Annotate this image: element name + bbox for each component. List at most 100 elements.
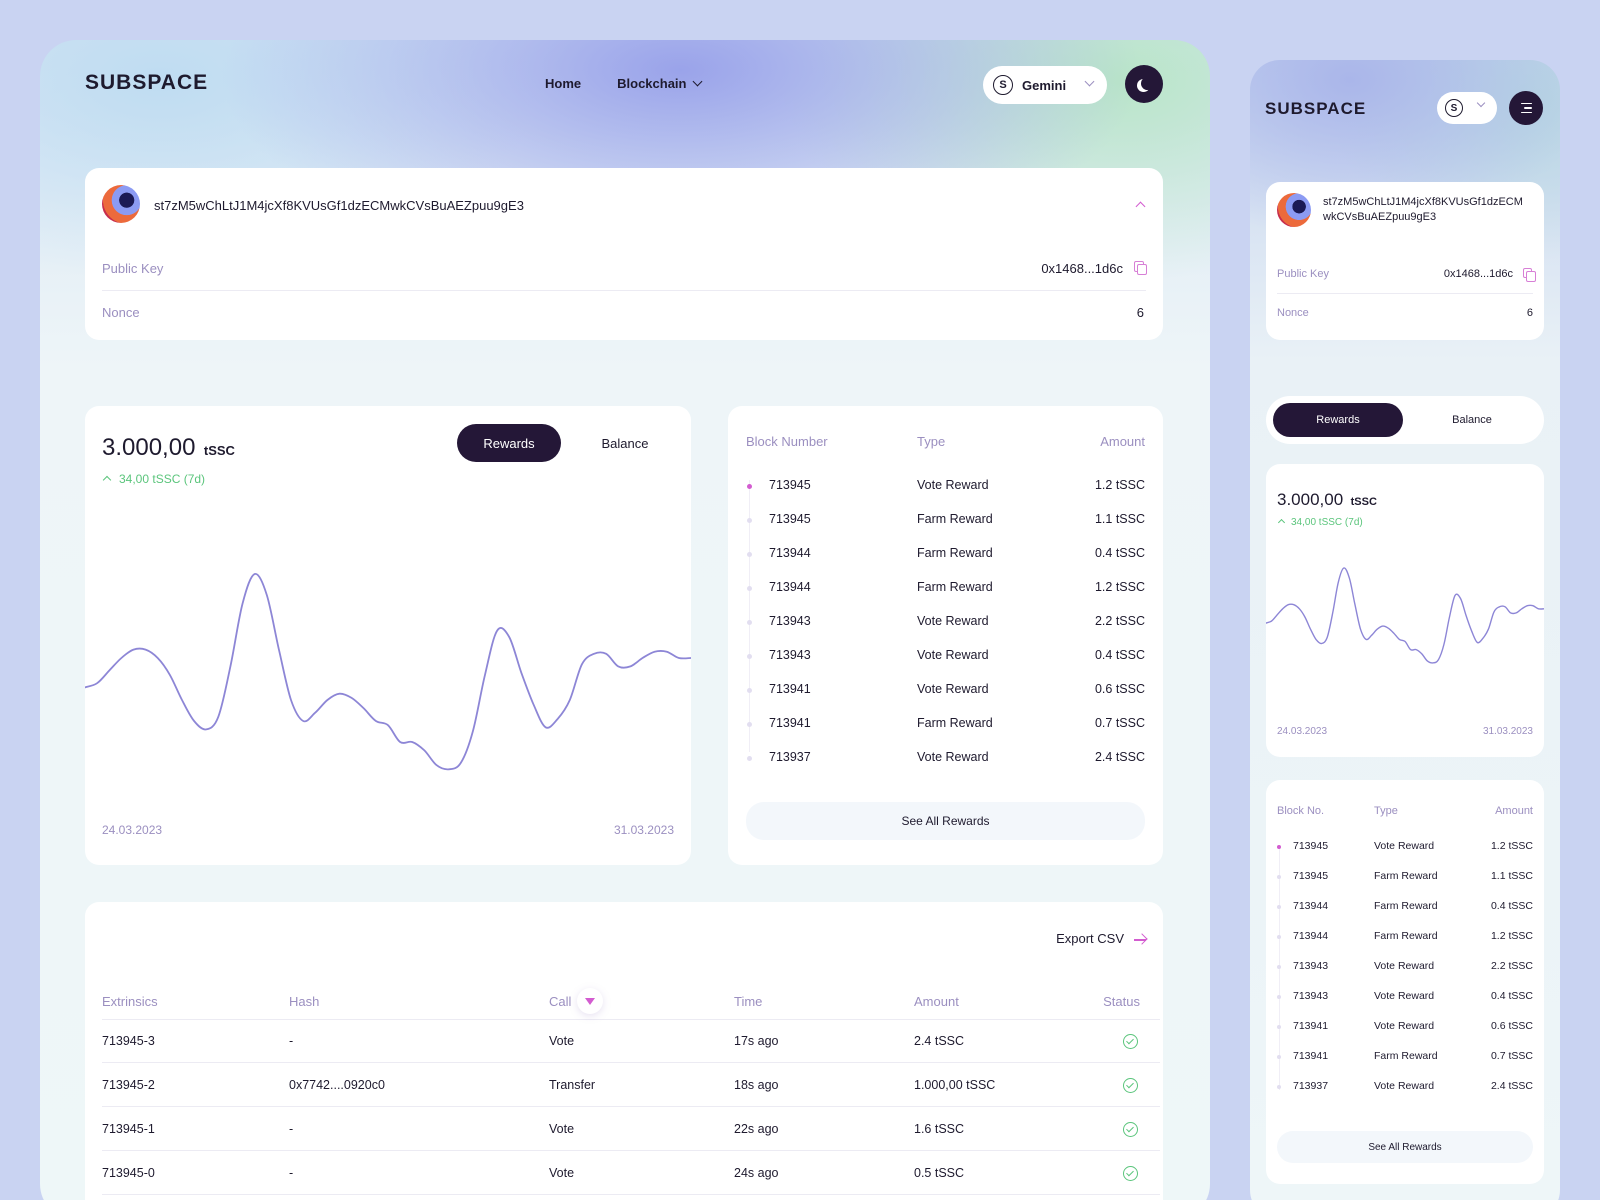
reward-amount: 0.4 tSSC bbox=[1094, 648, 1145, 662]
extrinsic-id[interactable]: 713945-1 bbox=[102, 1122, 155, 1136]
reward-row[interactable]: 713945 Vote Reward 1.2 tSSC bbox=[746, 478, 1145, 512]
extrinsic-id[interactable]: 713945-2 bbox=[102, 1078, 155, 1092]
reward-row[interactable]: 713941 Farm Reward 0.7 tSSC bbox=[1277, 1050, 1533, 1080]
extrinsic-hash[interactable]: - bbox=[289, 1166, 294, 1180]
table-row[interactable]: 713945-1 - Vote 22s ago 1.6 tSSC bbox=[102, 1108, 1160, 1151]
reward-type: Vote Reward bbox=[1374, 960, 1435, 972]
reward-amount: 0.4 tSSC bbox=[1490, 990, 1533, 1002]
reward-row[interactable]: 713941 Vote Reward 0.6 tSSC bbox=[746, 682, 1145, 716]
reward-type: Farm Reward bbox=[1374, 870, 1438, 882]
extrinsic-id[interactable]: 713945-0 bbox=[102, 1166, 155, 1180]
extrinsic-hash[interactable]: - bbox=[289, 1034, 294, 1048]
reward-block-number: 713944 bbox=[769, 580, 811, 594]
export-csv-link[interactable]: Export CSV bbox=[1056, 931, 1146, 946]
export-csv-label: Export CSV bbox=[1056, 931, 1124, 946]
reward-type: Vote Reward bbox=[1374, 1080, 1435, 1092]
public-key-value: 0x1468...1d6c bbox=[1041, 261, 1123, 276]
nav-blockchain-label: Blockchain bbox=[617, 76, 687, 91]
reward-block-number: 713945 bbox=[769, 512, 811, 526]
public-key-label: Public Key bbox=[102, 261, 164, 276]
reward-row[interactable]: 713945 Farm Reward 1.1 tSSC bbox=[1277, 870, 1533, 900]
subspace-logo[interactable]: SUBSPACE bbox=[85, 71, 209, 94]
reward-row[interactable]: 713937 Vote Reward 2.4 tSSC bbox=[1277, 1080, 1533, 1110]
reward-row[interactable]: 713945 Farm Reward 1.1 tSSC bbox=[746, 512, 1145, 546]
reward-row[interactable]: 713941 Farm Reward 0.7 tSSC bbox=[746, 716, 1145, 750]
public-key-value: 0x1468...1d6c bbox=[1443, 268, 1513, 280]
rewards-line-chart bbox=[1266, 567, 1544, 664]
amount-unit: tSSC bbox=[203, 443, 235, 458]
reward-row[interactable]: 713944 Farm Reward 1.2 tSSC bbox=[746, 580, 1145, 614]
avatar bbox=[102, 185, 140, 223]
header-block-number: Block Number bbox=[746, 434, 828, 449]
extrinsic-hash[interactable]: 0x7742....0920c0 bbox=[289, 1078, 385, 1092]
timeline-dot bbox=[747, 756, 752, 761]
balance-amount: 3.000,00 tSSC bbox=[1277, 490, 1377, 510]
reward-row[interactable]: 713937 Vote Reward 2.4 tSSC bbox=[746, 750, 1145, 784]
reward-type: Vote Reward bbox=[1374, 840, 1435, 852]
reward-row[interactable]: 713943 Vote Reward 2.2 tSSC bbox=[1277, 960, 1533, 990]
reward-type: Vote Reward bbox=[917, 614, 989, 628]
reward-amount: 1.2 tSSC bbox=[1094, 478, 1145, 492]
tab-balance[interactable]: Balance bbox=[1452, 414, 1492, 426]
extrinsic-amount: 1.6 tSSC bbox=[914, 1122, 965, 1136]
balance-amount: 3.000,00 tSSC bbox=[102, 434, 235, 462]
table-row[interactable]: 713945-0 - Vote 24s ago 0.5 tSSC bbox=[102, 1152, 1160, 1195]
tab-rewards[interactable]: Rewards bbox=[1273, 403, 1403, 437]
subspace-logo[interactable]: SUBSPACE bbox=[1265, 99, 1367, 118]
extrinsic-id[interactable]: 713945-3 bbox=[102, 1034, 155, 1048]
reward-type: Farm Reward bbox=[1374, 930, 1438, 942]
header-amount: Amount bbox=[1100, 434, 1145, 449]
reward-row[interactable]: 713943 Vote Reward 2.2 tSSC bbox=[746, 614, 1145, 648]
extrinsic-amount: 2.4 tSSC bbox=[914, 1034, 965, 1048]
menu-icon bbox=[1520, 102, 1532, 114]
amount-unit: tSSC bbox=[1350, 496, 1377, 508]
reward-row[interactable]: 713943 Vote Reward 0.4 tSSC bbox=[1277, 990, 1533, 1020]
theme-toggle-button[interactable] bbox=[1125, 65, 1163, 103]
nonce-label: Nonce bbox=[1277, 307, 1309, 319]
reward-amount: 1.1 tSSC bbox=[1094, 512, 1145, 526]
reward-block-number: 713945 bbox=[769, 478, 811, 492]
timeline-dot bbox=[1277, 995, 1281, 999]
see-all-rewards-button[interactable]: See All Rewards bbox=[1277, 1131, 1533, 1163]
reward-amount: 1.1 tSSC bbox=[1490, 870, 1533, 882]
extrinsic-time: 22s ago bbox=[734, 1122, 779, 1136]
tab-balance[interactable]: Balance bbox=[601, 435, 649, 451]
nav-home[interactable]: Home bbox=[545, 76, 581, 91]
chart-date-start: 24.03.2023 bbox=[102, 823, 163, 837]
main-nav: Home Blockchain bbox=[545, 76, 703, 91]
filter-button[interactable] bbox=[577, 988, 603, 1014]
chevron-up-icon[interactable] bbox=[1135, 201, 1146, 212]
header-amount: Amount bbox=[1495, 805, 1533, 817]
reward-row[interactable]: 713944 Farm Reward 1.2 tSSC bbox=[1277, 930, 1533, 960]
network-select[interactable]: S Gemini bbox=[983, 66, 1107, 104]
chart-date-end: 31.03.2023 bbox=[1482, 726, 1533, 737]
tab-rewards[interactable]: Rewards bbox=[457, 424, 561, 462]
see-all-rewards-button[interactable]: See All Rewards bbox=[746, 802, 1145, 840]
extrinsic-hash[interactable]: - bbox=[289, 1122, 294, 1136]
table-row[interactable]: 713945-2 0x7742....0920c0 Transfer 18s ago 1… bbox=[102, 1064, 1160, 1107]
network-select[interactable]: S bbox=[1437, 92, 1497, 124]
series-line bbox=[1266, 567, 1544, 664]
account-address: st7zM5wChLtJ1M4jcXf8KVUsGf1dzECMwkCVsBuA… bbox=[154, 198, 524, 213]
network-label: Gemini bbox=[1022, 77, 1067, 93]
reward-amount: 0.6 tSSC bbox=[1094, 682, 1145, 696]
account-address-line-1: st7zM5wChLtJ1M4jcXf8KVUsGf1dzECM bbox=[1323, 196, 1523, 208]
menu-button[interactable] bbox=[1509, 91, 1543, 125]
reward-row[interactable]: 713941 Vote Reward 0.6 tSSC bbox=[1277, 1020, 1533, 1050]
timeline-dot bbox=[1277, 965, 1281, 969]
success-check-icon bbox=[1123, 1034, 1138, 1049]
chart-date-start: 24.03.2023 bbox=[1277, 726, 1328, 737]
reward-row[interactable]: 713943 Vote Reward 0.4 tSSC bbox=[746, 648, 1145, 682]
reward-block-number: 713943 bbox=[1293, 990, 1329, 1002]
reward-row[interactable]: 713944 Farm Reward 0.4 tSSC bbox=[746, 546, 1145, 580]
timeline-dot bbox=[1277, 905, 1281, 909]
nonce-value: 6 bbox=[1136, 305, 1144, 320]
copy-icon[interactable] bbox=[1523, 268, 1536, 282]
reward-row[interactable]: 713945 Vote Reward 1.2 tSSC bbox=[1277, 840, 1533, 870]
copy-icon[interactable] bbox=[1134, 261, 1147, 275]
nav-blockchain[interactable]: Blockchain bbox=[617, 76, 703, 91]
table-row[interactable]: 713945-3 - Vote 17s ago 2.4 tSSC bbox=[102, 1020, 1160, 1063]
reward-row[interactable]: 713944 Farm Reward 0.4 tSSC bbox=[1277, 900, 1533, 930]
reward-block-number: 713941 bbox=[769, 716, 811, 730]
chevron-down-icon bbox=[1476, 98, 1486, 108]
